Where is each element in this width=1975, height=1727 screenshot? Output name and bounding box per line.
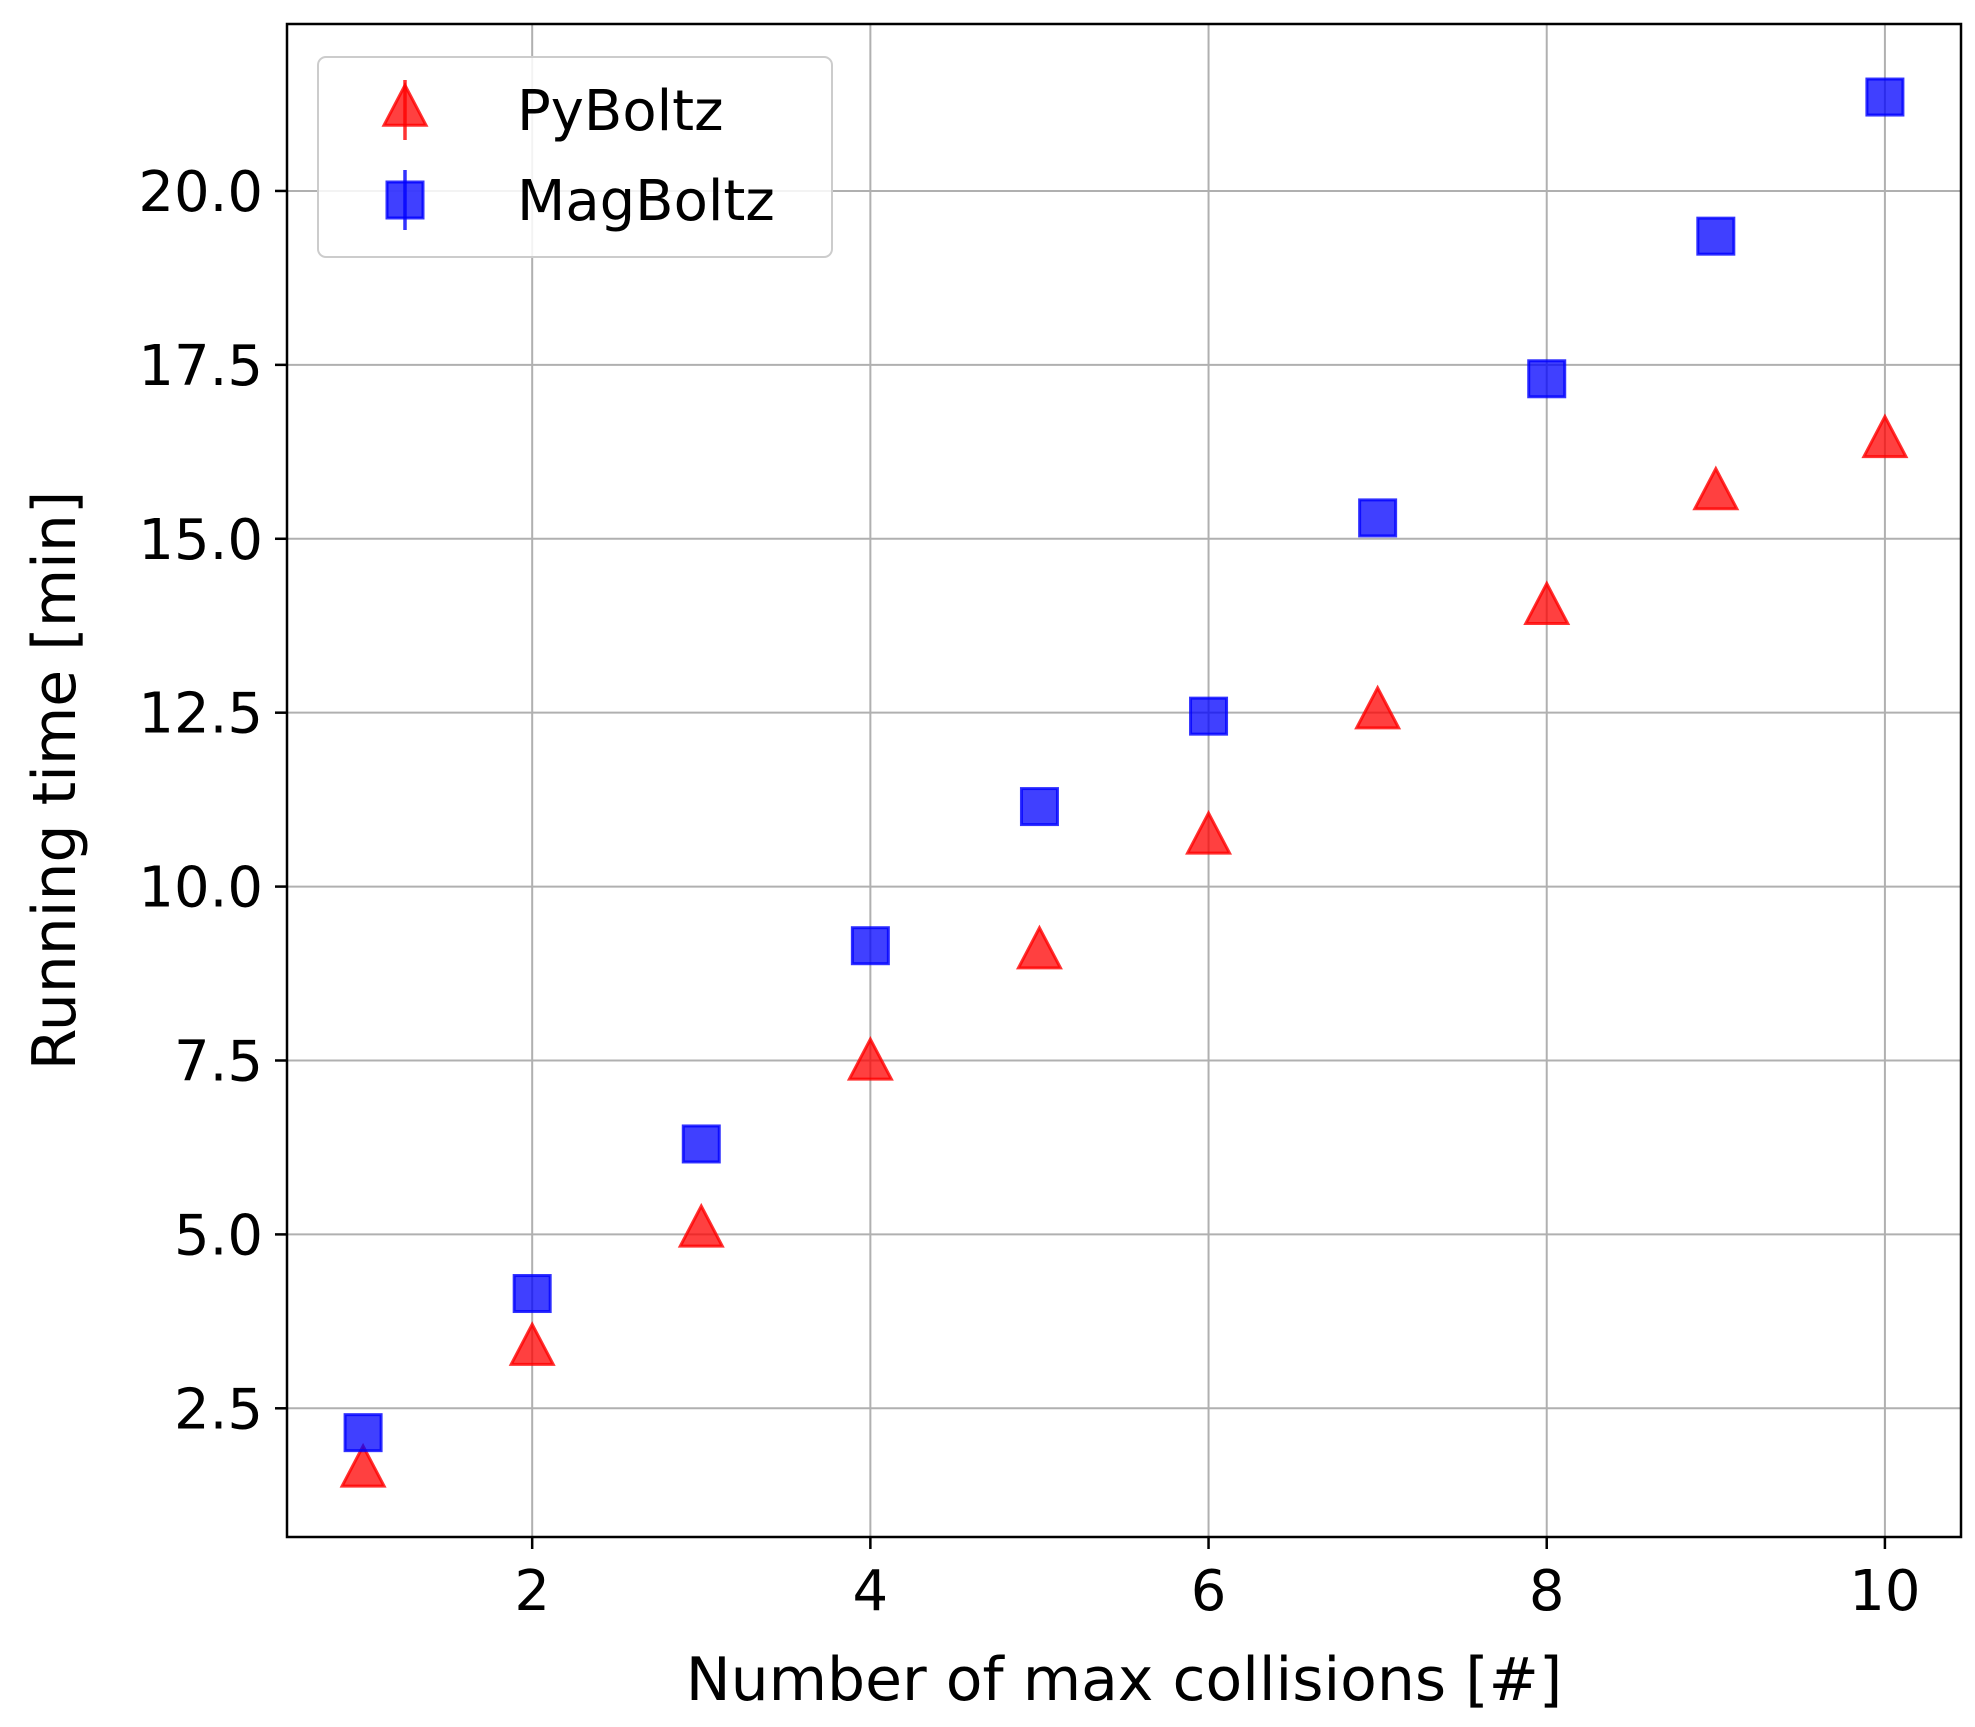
y-tick-label: 15.0 [138, 508, 263, 573]
magboltz-point [1527, 359, 1567, 399]
y-tick-label: 20.0 [138, 160, 263, 225]
y-tick-label: 12.5 [138, 682, 263, 747]
pyboltz-point [1354, 684, 1402, 730]
legend-box [317, 56, 833, 258]
magboltz-point [1358, 498, 1398, 538]
legend-marker-magboltz [385, 180, 425, 220]
pyboltz-point [1015, 924, 1063, 970]
series-pyboltz [339, 413, 1909, 1488]
y-tick-label: 10.0 [138, 856, 263, 921]
y-tick-label: 2.5 [174, 1377, 263, 1442]
y-tick-label: 7.5 [174, 1029, 263, 1094]
grid [287, 24, 1961, 1537]
x-tick-label: 6 [1191, 1559, 1227, 1624]
legend: PyBoltz MagBoltz [317, 56, 833, 258]
magboltz-point [1019, 787, 1059, 827]
magboltz-point [343, 1413, 383, 1453]
magboltz-point [1189, 696, 1229, 736]
legend-label-pyboltz: PyBoltz [517, 79, 724, 144]
data-marks [339, 77, 1909, 1488]
pyboltz-point [1185, 809, 1233, 855]
series-magboltz [343, 77, 1905, 1453]
legend-label-magboltz: MagBoltz [517, 169, 775, 234]
x-tick-label: 10 [1849, 1559, 1920, 1624]
pyboltz-point [508, 1321, 556, 1366]
plot-frame [285, 22, 1963, 1539]
magboltz-point [512, 1274, 552, 1314]
magboltz-point [1696, 216, 1736, 256]
ticks: 2 4 6 8 10 2.5 5.0 7.5 10.0 12.5 15.0 17.5 20.0 [138, 160, 1920, 1624]
magboltz-point [1865, 77, 1905, 117]
x-tick-label: 8 [1529, 1559, 1565, 1624]
pyboltz-point [1692, 465, 1740, 511]
pyboltz-point [1523, 580, 1571, 626]
magboltz-point [681, 1124, 721, 1164]
pyboltz-point [677, 1202, 725, 1248]
y-axis-label: Running time [min] [20, 491, 90, 1071]
magboltz-point [850, 926, 890, 966]
pyboltz-point [1861, 413, 1909, 459]
x-tick-label: 4 [853, 1559, 889, 1624]
pyboltz-point [846, 1035, 894, 1081]
legend-marker-pyboltz [381, 81, 429, 127]
y-tick-label: 17.5 [138, 334, 263, 399]
x-axis-label: Number of max collisions [#] [686, 1645, 1563, 1715]
pyboltz-point [339, 1442, 387, 1488]
y-tick-label: 5.0 [174, 1203, 263, 1268]
x-tick-label: 2 [514, 1559, 550, 1624]
